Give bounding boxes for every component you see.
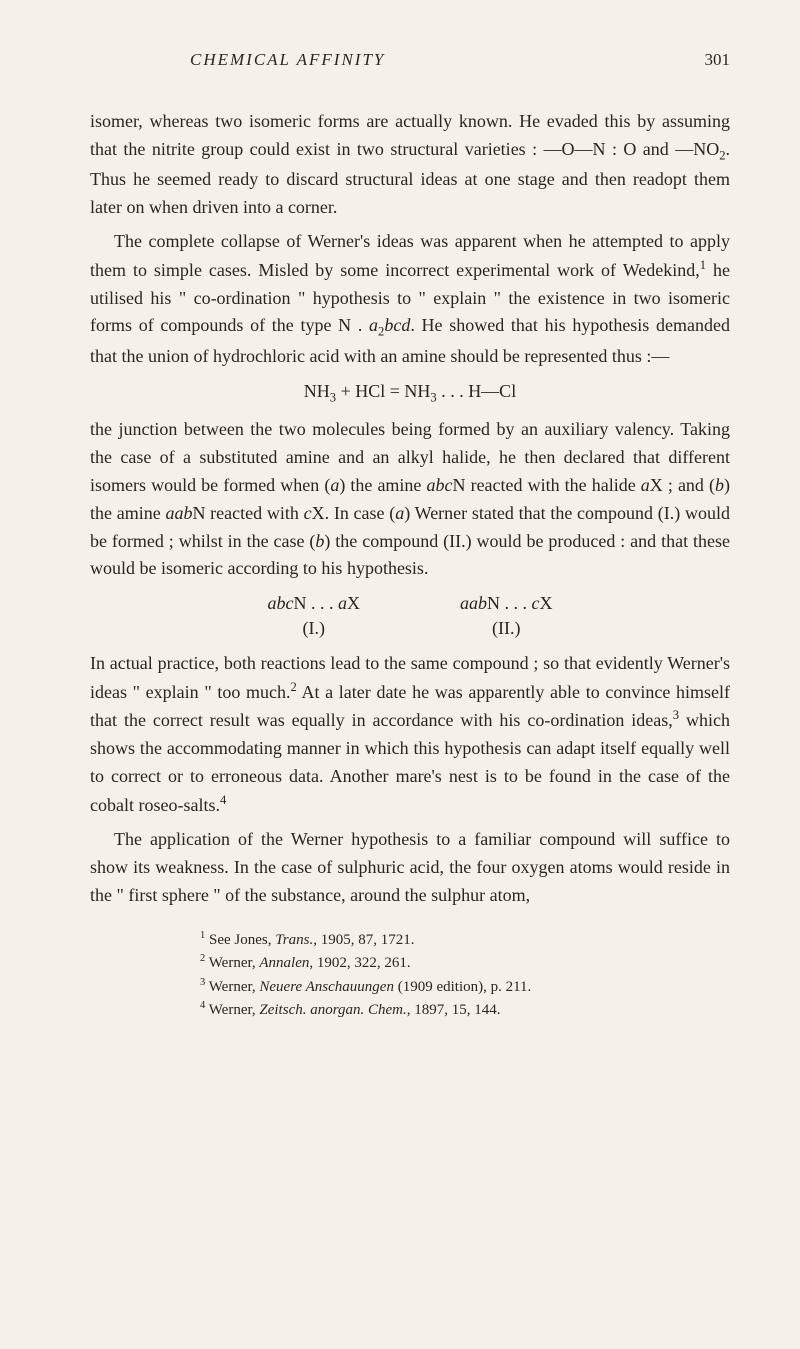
text: X. In case ( bbox=[312, 503, 396, 523]
paragraph-2: The complete collapse of Werner's ideas … bbox=[90, 228, 730, 371]
text: N . . . bbox=[487, 593, 532, 613]
text: N . . . bbox=[294, 593, 339, 613]
text: , 1902, 322, 261. bbox=[309, 955, 410, 971]
text: The complete collapse of Werner's ideas … bbox=[90, 231, 730, 280]
text: (1909 edition), p. 211. bbox=[394, 979, 531, 995]
text: + HCl = NH bbox=[336, 381, 430, 401]
text: Werner, bbox=[205, 979, 259, 995]
italic-text: c bbox=[532, 593, 540, 613]
italic-text: abc bbox=[268, 593, 294, 613]
italic-text: a bbox=[330, 475, 339, 495]
footnotes-block: 1 See Jones, Trans., 1905, 87, 1721. 2 W… bbox=[90, 928, 730, 1022]
footnote-1: 1 See Jones, Trans., 1905, 87, 1721. bbox=[200, 928, 730, 952]
text: See Jones, bbox=[205, 932, 275, 948]
text: , 1897, 15, 144. bbox=[407, 1002, 501, 1018]
italic-text: Neuere Anschauungen bbox=[259, 979, 394, 995]
formula-top: abcN . . . aX bbox=[268, 591, 361, 616]
italic-text: c bbox=[304, 503, 312, 523]
paragraph-4: In actual practice, both reactions lead … bbox=[90, 650, 730, 820]
text: , 1905, 87, 1721. bbox=[313, 932, 414, 948]
footnote-4: 4 Werner, Zeitsch. anorgan. Chem., 1897,… bbox=[200, 998, 730, 1022]
italic-text: a bbox=[369, 315, 378, 335]
italic-text: a bbox=[395, 503, 404, 523]
chemical-formula-1: NH3 + HCl = NH3 . . . H—Cl bbox=[90, 378, 730, 407]
italic-text: bcd bbox=[384, 315, 410, 335]
text: ) the amine bbox=[339, 475, 426, 495]
italic-text: abc bbox=[427, 475, 453, 495]
text: . . . H—Cl bbox=[437, 381, 517, 401]
footnote-ref: 4 bbox=[220, 793, 226, 807]
italic-text: Annalen bbox=[259, 955, 309, 971]
text: NH bbox=[304, 381, 330, 401]
page-header: CHEMICAL AFFINITY 301 bbox=[90, 50, 730, 70]
text: Werner, bbox=[205, 955, 259, 971]
footnote-2: 2 Werner, Annalen, 1902, 322, 261. bbox=[200, 951, 730, 975]
page-container: CHEMICAL AFFINITY 301 isomer, whereas tw… bbox=[0, 0, 800, 1082]
text: isomer, whereas two isomeric forms are a… bbox=[90, 111, 730, 159]
italic-text: a bbox=[338, 593, 347, 613]
italic-text: aab bbox=[165, 503, 192, 523]
formula-top: aabN . . . cX bbox=[460, 591, 553, 616]
formula-bottom: (I.) bbox=[268, 616, 361, 641]
italic-text: Zeitsch. anorgan. Chem. bbox=[259, 1002, 406, 1018]
chemical-formula-pair: abcN . . . aX (I.) aabN . . . cX (II.) bbox=[90, 591, 730, 641]
paragraph-5: The application of the Werner hypothesis… bbox=[90, 826, 730, 910]
italic-text: a bbox=[641, 475, 650, 495]
italic-text: aab bbox=[460, 593, 487, 613]
footnote-3: 3 Werner, Neuere Anschauungen (1909 edit… bbox=[200, 975, 730, 999]
paragraph-1: isomer, whereas two isomeric forms are a… bbox=[90, 108, 730, 222]
formula-left: abcN . . . aX (I.) bbox=[268, 591, 361, 641]
page-number: 301 bbox=[705, 50, 731, 70]
header-title: CHEMICAL AFFINITY bbox=[190, 50, 385, 70]
text: X ; and ( bbox=[650, 475, 715, 495]
text: X bbox=[540, 593, 553, 613]
text: X bbox=[347, 593, 360, 613]
italic-text: Trans. bbox=[275, 932, 313, 948]
text: N reacted with the halide bbox=[453, 475, 641, 495]
paragraph-3: the junction between the two molecules b… bbox=[90, 416, 730, 583]
text: N reacted with bbox=[192, 503, 303, 523]
italic-text: b bbox=[715, 475, 724, 495]
formula-right: aabN . . . cX (II.) bbox=[460, 591, 553, 641]
formula-bottom: (II.) bbox=[460, 616, 553, 641]
text: Werner, bbox=[205, 1002, 259, 1018]
